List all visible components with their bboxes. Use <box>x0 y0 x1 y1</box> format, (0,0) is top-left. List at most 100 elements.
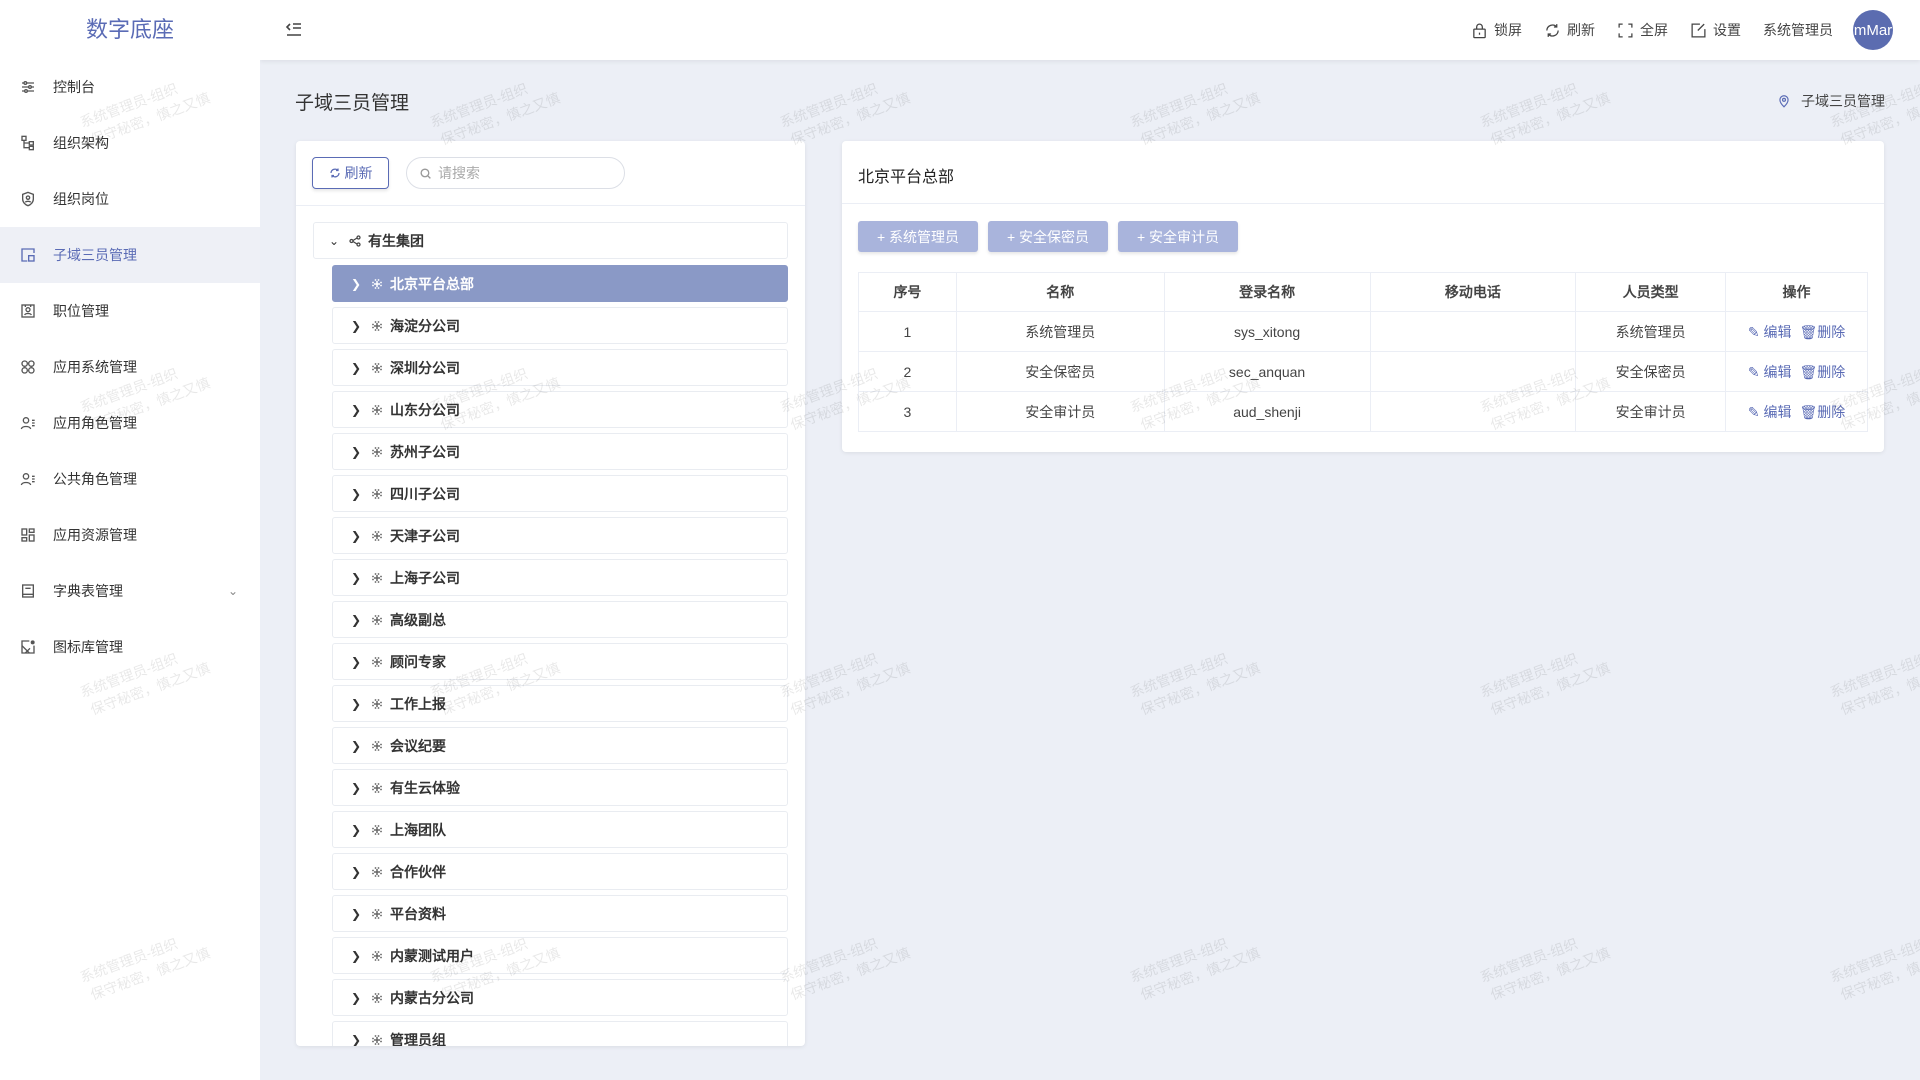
add-security-officer-button[interactable]: + 安全保密员 <box>988 221 1108 252</box>
tree-node-label: 内蒙古分公司 <box>390 989 474 1006</box>
refresh-page-button[interactable]: 刷新 <box>1544 20 1595 40</box>
tree-node[interactable]: ❯ 海淀分公司 <box>332 307 788 344</box>
edit-settings-icon <box>1691 22 1706 38</box>
chevron-right-icon[interactable]: ❯ <box>351 822 362 837</box>
sidebar-item-10[interactable]: 图标库管理 <box>0 619 260 675</box>
sidebar-item-0[interactable]: 控制台 <box>0 59 260 115</box>
tree-node[interactable]: ❯ 顾问专家 <box>332 643 788 680</box>
menu-collapse-icon[interactable] <box>282 18 306 42</box>
chevron-right-icon[interactable]: ❯ <box>351 486 362 501</box>
lock-screen-button[interactable]: 锁屏 <box>1471 20 1522 40</box>
fullscreen-button[interactable]: 全屏 <box>1617 20 1668 40</box>
delete-button[interactable]: 🗑删除 <box>1799 323 1846 340</box>
node-icon <box>372 1034 382 1045</box>
node-icon <box>372 404 382 415</box>
sidebar-item-label: 图标库管理 <box>53 639 123 655</box>
sidebar-item-9[interactable]: 字典表管理 ⌄ <box>0 563 260 619</box>
tree-node[interactable]: ❯ 山东分公司 <box>332 391 788 428</box>
tree-node[interactable]: ❯ 会议纪要 <box>332 727 788 764</box>
tree-search-input[interactable]: 请搜索 <box>406 157 625 189</box>
id-card-icon <box>21 304 35 318</box>
cell-name: 安全保密员 <box>955 351 1165 392</box>
chevron-down-icon[interactable]: ⌄ <box>227 584 238 598</box>
sidebar-item-4[interactable]: 职位管理 <box>0 283 260 339</box>
sidebar-item-label: 字典表管理 <box>53 583 123 599</box>
user-name[interactable]: 系统管理员 <box>1763 22 1833 38</box>
tree-node[interactable]: ❯ 深圳分公司 <box>332 349 788 386</box>
chevron-right-icon[interactable]: ❯ <box>351 570 362 585</box>
chevron-right-icon[interactable]: ❯ <box>351 528 362 543</box>
chevron-right-icon[interactable]: ❯ <box>351 1032 362 1047</box>
watermark-line: 保守秘密，慎之又慎 <box>1838 944 1920 1003</box>
chevron-right-icon[interactable]: ❯ <box>351 864 362 879</box>
chevron-right-icon[interactable]: ❯ <box>351 990 362 1005</box>
avatar[interactable]: mMar <box>1853 10 1893 50</box>
sidebar-item-3[interactable]: 子域三员管理 <box>0 227 260 283</box>
tree-refresh-button[interactable]: 刷新 <box>312 157 389 189</box>
cell-phone <box>1369 391 1577 432</box>
watermark-line: 保守秘密，慎之又慎 <box>1138 944 1263 1003</box>
node-icon <box>372 782 382 793</box>
node-icon <box>372 614 382 625</box>
chevron-right-icon[interactable]: ❯ <box>351 318 362 333</box>
sidebar-item-label: 职位管理 <box>53 303 109 319</box>
node-icon <box>372 446 382 457</box>
chevron-right-icon[interactable]: ❯ <box>351 906 362 921</box>
tree-node[interactable]: ❯ 内蒙古分公司 <box>332 979 788 1016</box>
edit-button[interactable]: ✎ 编辑 <box>1747 403 1792 420</box>
column-header: 人员类型 <box>1575 272 1727 312</box>
sidebar-item-6[interactable]: 应用角色管理 <box>0 395 260 451</box>
chevron-down-icon[interactable]: ⌄ <box>329 233 340 248</box>
breadcrumb-item[interactable]: 子域三员管理 <box>1801 93 1885 109</box>
chevron-right-icon[interactable]: ❯ <box>351 360 362 375</box>
tree-node[interactable]: ❯ 管理员组 <box>332 1021 788 1046</box>
tree-node-label: 山东分公司 <box>390 401 460 418</box>
chevron-right-icon[interactable]: ❯ <box>351 276 362 291</box>
tree-node[interactable]: ❯ 上海子公司 <box>332 559 788 596</box>
chevron-right-icon[interactable]: ❯ <box>351 780 362 795</box>
tree-node[interactable]: ❯ 合作伙伴 <box>332 853 788 890</box>
watermark: 系统管理员-组织保守秘密，慎之又慎 <box>1477 639 1613 721</box>
tree-node[interactable]: ❯ 有生云体验 <box>332 769 788 806</box>
tree-node[interactable]: ❯ 苏州子公司 <box>332 433 788 470</box>
delete-button[interactable]: 🗑删除 <box>1799 403 1846 420</box>
user-list-icon <box>20 473 35 486</box>
add-auditor-button[interactable]: + 安全审计员 <box>1118 221 1238 252</box>
sidebar-item-7[interactable]: 公共角色管理 <box>0 451 260 507</box>
add-system-admin-button[interactable]: + 系统管理员 <box>858 221 978 252</box>
watermark: 系统管理员-组织保守秘密，慎之又慎 <box>1827 639 1920 721</box>
chevron-right-icon[interactable]: ❯ <box>351 654 362 669</box>
column-header: 操作 <box>1725 272 1868 312</box>
refresh-label: 刷新 <box>1567 22 1595 38</box>
settings-button[interactable]: 设置 <box>1690 20 1741 40</box>
tree-node[interactable]: ❯ 平台资料 <box>332 895 788 932</box>
edit-button[interactable]: ✎ 编辑 <box>1747 363 1792 380</box>
chevron-right-icon[interactable]: ❯ <box>351 696 362 711</box>
tree-node[interactable]: ❯ 工作上报 <box>332 685 788 722</box>
sidebar-item-label: 组织架构 <box>53 135 109 151</box>
tree-node[interactable]: ❯ 北京平台总部 <box>332 265 788 302</box>
tree-node[interactable]: ❯ 上海团队 <box>332 811 788 848</box>
tree-node-root[interactable]: ⌄ 有生集团 <box>313 222 788 259</box>
node-icon <box>372 530 382 541</box>
tree-node[interactable]: ❯ 天津子公司 <box>332 517 788 554</box>
user-list-icon <box>20 417 35 430</box>
chevron-right-icon[interactable]: ❯ <box>351 612 362 627</box>
delete-button[interactable]: 🗑删除 <box>1799 363 1846 380</box>
sidebar-item-5[interactable]: 应用系统管理 <box>0 339 260 395</box>
tree-node[interactable]: ❯ 四川子公司 <box>332 475 788 512</box>
chevron-right-icon[interactable]: ❯ <box>351 738 362 753</box>
sidebar-item-label: 组织岗位 <box>53 191 109 207</box>
node-icon <box>372 488 382 499</box>
tree-node[interactable]: ❯ 高级副总 <box>332 601 788 638</box>
chevron-right-icon[interactable]: ❯ <box>351 948 362 963</box>
chevron-right-icon[interactable]: ❯ <box>351 444 362 459</box>
sidebar-item-8[interactable]: 应用资源管理 <box>0 507 260 563</box>
edit-button[interactable]: ✎ 编辑 <box>1747 323 1792 340</box>
sidebar-item-label: 公共角色管理 <box>53 471 137 487</box>
sidebar-item-2[interactable]: 组织岗位 <box>0 171 260 227</box>
tree-node[interactable]: ❯ 内蒙测试用户 <box>332 937 788 974</box>
sidebar-item-label: 子域三员管理 <box>53 247 137 263</box>
chevron-right-icon[interactable]: ❯ <box>351 402 362 417</box>
sidebar-item-1[interactable]: 组织架构 <box>0 115 260 171</box>
